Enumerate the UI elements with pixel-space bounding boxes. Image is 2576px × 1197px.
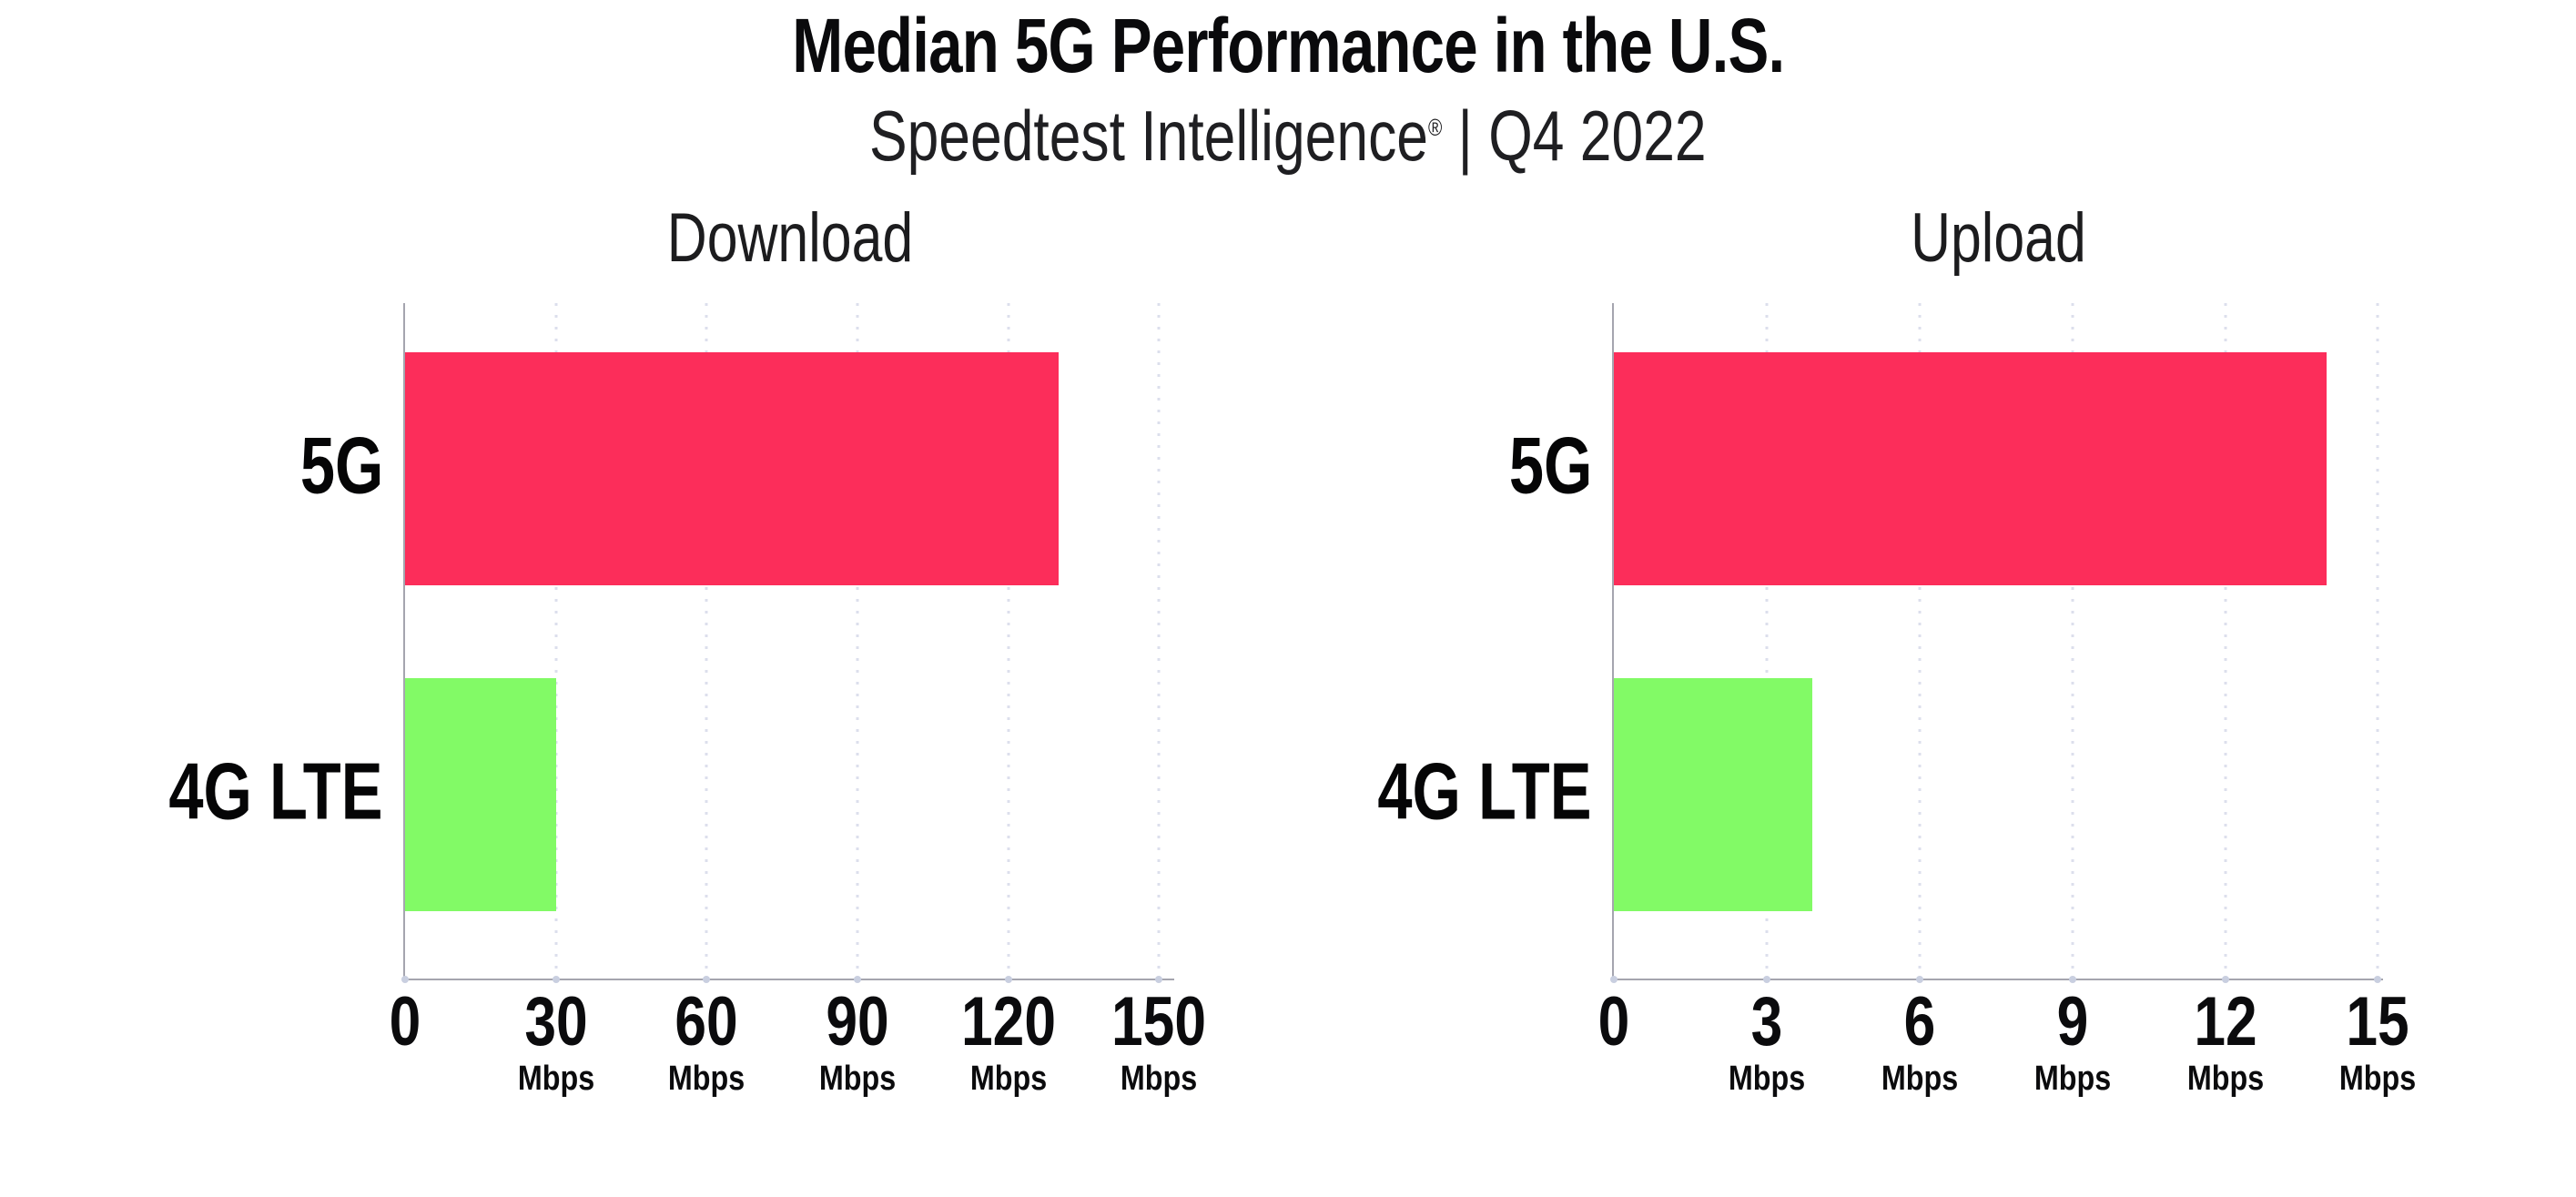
gridline	[1765, 303, 1769, 979]
gridline	[705, 303, 708, 979]
x-tick-unit: Mbps	[517, 1059, 594, 1098]
upload-chart: Upload 5G 4G LTE 0 3 Mbps 6 Mbps 9 Mbps 12 Mbps 15…	[1378, 199, 2417, 1097]
x-tick-unit: Mbps	[1728, 1059, 1806, 1098]
x-tick-value: 120	[960, 983, 1056, 1060]
axis-tick-dot	[2221, 976, 2229, 983]
x-tick-value: 6	[1903, 983, 1936, 1060]
x-tick-value: 30	[524, 983, 588, 1060]
subtitle-quarter: | Q4 2022	[1442, 96, 1707, 176]
x-tick-label: 9 Mbps	[2027, 986, 2117, 1098]
axis-tick-dot	[1155, 976, 1163, 983]
x-tick-value: 9	[2056, 983, 2088, 1060]
x-tick-value: 90	[826, 983, 889, 1060]
axis-tick-dot	[1762, 976, 1770, 983]
x-tick-label: 30 Mbps	[511, 986, 601, 1098]
page-subtitle: Speedtest Intelligence® | Q4 2022	[0, 95, 2576, 178]
x-tick-label: 15 Mbps	[2333, 986, 2423, 1098]
x-tick-value: 3	[1750, 983, 1783, 1060]
x-tick-label: 3 Mbps	[1721, 986, 1811, 1098]
row-label-4g-lte: 4G LTE	[1317, 751, 1592, 831]
axis-tick-dot	[2068, 976, 2076, 983]
x-tick-label: 120 Mbps	[950, 986, 1066, 1098]
x-tick-label: 0	[1595, 986, 1633, 1059]
x-tick-value: 15	[2346, 983, 2410, 1060]
x-tick-unit: Mbps	[2339, 1059, 2417, 1098]
x-tick-value: 12	[2193, 983, 2257, 1060]
axis-tick-dot	[1610, 976, 1618, 983]
x-tick-label: 150 Mbps	[1101, 986, 1217, 1098]
row-label-5g: 5G	[1486, 425, 1592, 505]
bar-4g-lte	[405, 678, 556, 911]
axis-tick-dot	[2374, 976, 2382, 983]
row-label-5g: 5G	[277, 425, 383, 505]
figure-footer: SPEEDTEST® OOKLA®	[0, 1142, 2576, 1197]
bar-5g	[1614, 352, 2328, 585]
page-title-text: Median 5G Performance in the U.S.	[791, 3, 1785, 88]
x-tick-label: 12 Mbps	[2180, 986, 2270, 1098]
x-tick-unit: Mbps	[1881, 1059, 1958, 1098]
download-chart-title: Download	[666, 199, 913, 277]
gridline	[856, 303, 859, 979]
gridline	[2376, 303, 2379, 979]
row-label-text: 5G	[1508, 420, 1592, 511]
x-tick-label: 6 Mbps	[1874, 986, 1964, 1098]
page-title: Median 5G Performance in the U.S.	[0, 2, 2576, 90]
x-tick-unit: Mbps	[1121, 1059, 1198, 1098]
upload-chart-title: Upload	[1911, 199, 2086, 277]
x-tick-label: 90 Mbps	[812, 986, 902, 1098]
row-label-4g-lte: 4G LTE	[108, 751, 383, 831]
gridline	[1007, 303, 1010, 979]
subtitle-brand: Speedtest Intelligence	[869, 96, 1429, 176]
gridline	[2071, 303, 2074, 979]
bar-4g-lte	[1614, 678, 1813, 911]
x-tick-unit: Mbps	[2033, 1059, 2111, 1098]
row-label-text: 4G LTE	[168, 746, 383, 837]
page-subtitle-text: Speedtest Intelligence® | Q4 2022	[869, 95, 1707, 178]
x-tick-unit: Mbps	[969, 1059, 1047, 1098]
gridline	[2224, 303, 2227, 979]
x-tick-unit: Mbps	[818, 1059, 897, 1098]
gridline	[554, 303, 558, 979]
axis-tick-dot	[1004, 976, 1012, 983]
x-tick-value: 0	[389, 983, 421, 1060]
x-tick-value: 150	[1111, 983, 1207, 1060]
gridline	[1918, 303, 1922, 979]
x-tick-value: 0	[1597, 983, 1630, 1060]
x-tick-unit: Mbps	[2186, 1059, 2264, 1098]
bar-5g	[405, 352, 1059, 585]
x-tick-label: 60 Mbps	[662, 986, 752, 1098]
registered-mark: ®	[1428, 114, 1443, 141]
download-chart: Download 5G 4G LTE 0 30 Mbps 60 Mbps 90 Mbps 120…	[169, 199, 1207, 1097]
x-tick-value: 60	[674, 983, 739, 1060]
axis-tick-dot	[552, 976, 560, 983]
axis-tick-dot	[854, 976, 862, 983]
row-label-text: 4G LTE	[1377, 746, 1592, 837]
gridline	[1157, 303, 1161, 979]
row-label-text: 5G	[299, 420, 383, 511]
axis-tick-dot	[703, 976, 711, 983]
axis-tick-dot	[401, 976, 409, 983]
axis-tick-dot	[1915, 976, 1923, 983]
x-tick-unit: Mbps	[668, 1059, 745, 1098]
x-tick-label: 0	[386, 986, 424, 1059]
